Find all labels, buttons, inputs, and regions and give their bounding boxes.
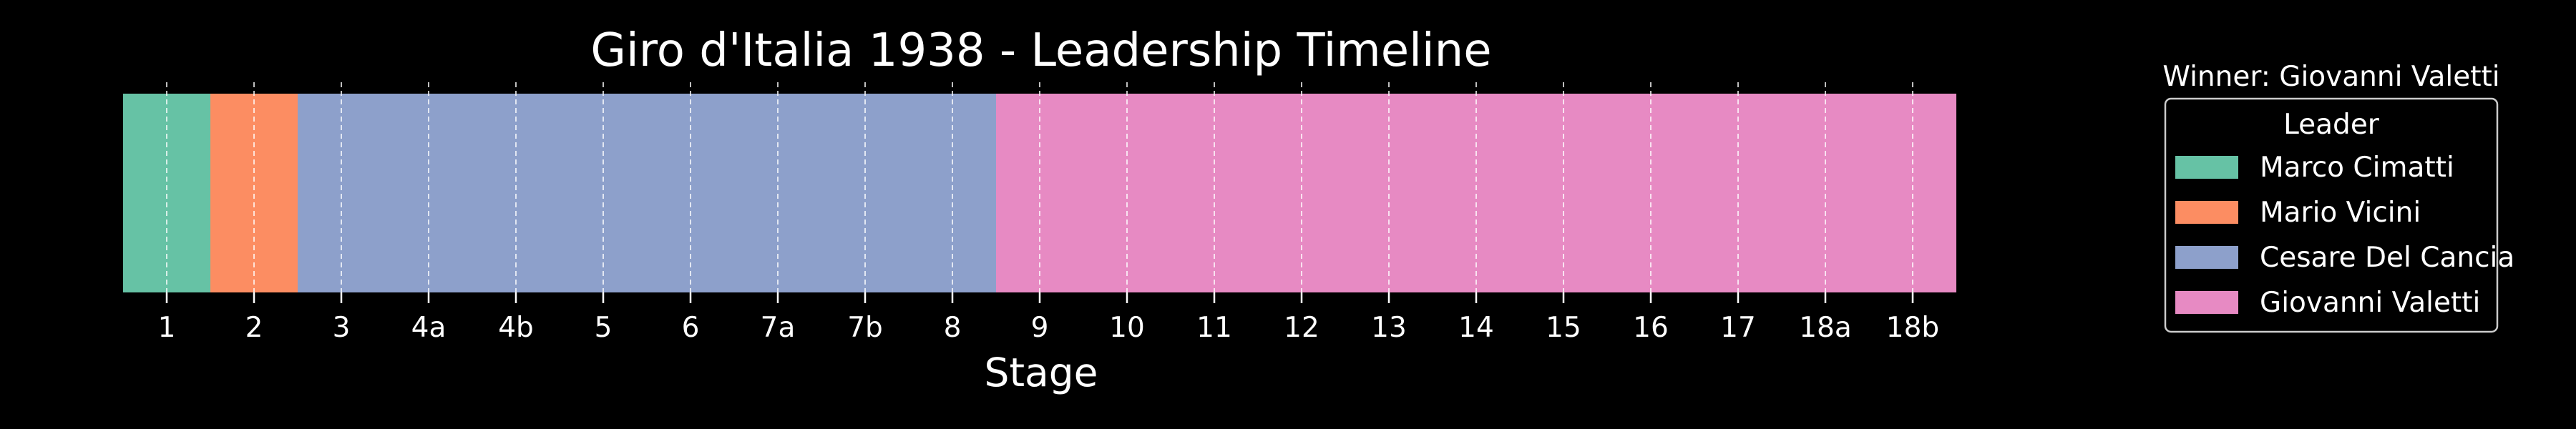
tick-label-stage-7a: 7a [761,312,796,344]
tick-label-stage-13: 13 [1371,312,1407,344]
leader-segment-cesare-del-cancia [298,94,996,292]
legend: Leader Marco Cimatti Mario Vicini Cesare D… [2164,97,2514,333]
tick-label-stage-11: 11 [1196,312,1232,344]
legend-swatch-marco-cimatti [2175,156,2238,179]
tick-label-stage-6: 6 [682,312,700,344]
legend-swatch-giovanni-valetti [2175,291,2238,314]
tick-label-stage-15: 15 [1546,312,1581,344]
tick-label-stage-16: 16 [1633,312,1669,344]
tick-label-stage-18b: 18b [1886,312,1939,344]
legend-swatch-mario-vicini [2175,201,2238,224]
tick-label-stage-18a: 18a [1799,312,1852,344]
legend-label-cesare-del-cancia: Cesare Del Cancia [2260,242,2514,274]
tick-label-stage-5: 5 [595,312,613,344]
tick-label-stage-7b: 7b [847,312,883,344]
tick-label-stage-10: 10 [1109,312,1145,344]
tick-label-stage-14: 14 [1458,312,1494,344]
tick-label-stage-2: 2 [245,312,263,344]
winner-annotation: Winner: Giovanni Valetti [2162,61,2499,93]
stage-grid-lines [166,82,1913,292]
tick-label-stage-4a: 4a [411,312,447,344]
legend-label-marco-cimatti: Marco Cimatti [2260,152,2454,184]
legend-label-mario-vicini: Mario Vicini [2260,197,2421,229]
tick-label-stage-17: 17 [1720,312,1756,344]
legend-frame [2164,97,2499,333]
tick-label-stage-8: 8 [944,312,962,344]
tick-label-stage-12: 12 [1284,312,1319,344]
x-axis-label: Stage [985,350,1098,395]
legend-entries: Marco Cimatti Mario Vicini Cesare Del Canc… [2175,152,2514,319]
tick-label-stage-3: 3 [333,312,351,344]
tick-label-stage-1: 1 [158,312,176,344]
legend-label-giovanni-valetti: Giovanni Valetti [2260,287,2480,319]
chart-title: Giro d'Italia 1938 - Leadership Timeline [590,24,1491,77]
legend-title: Leader [2283,109,2380,141]
stage-ticks: 1 2 3 4a 4b 5 6 7a 7b 8 9 10 11 12 13 14 15 16 17 18a 18b [158,292,1939,344]
tick-label-stage-9: 9 [1031,312,1049,344]
legend-swatch-cesare-del-cancia [2175,246,2238,269]
tick-label-stage-4b: 4b [498,312,534,344]
